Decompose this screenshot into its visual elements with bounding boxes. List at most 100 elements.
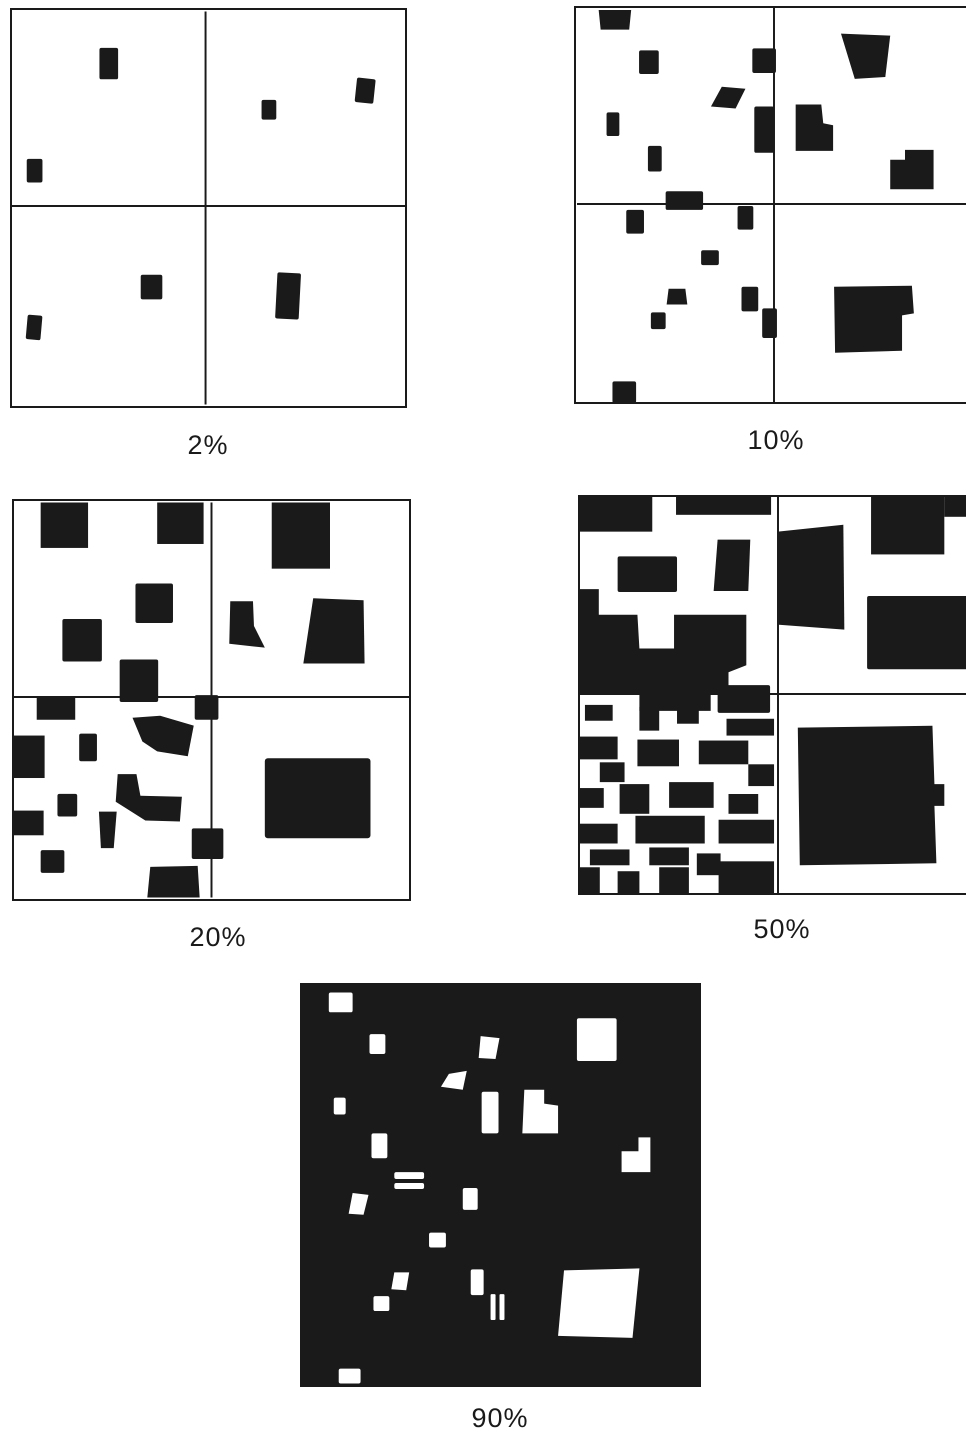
patch <box>669 782 714 808</box>
patch <box>795 104 834 151</box>
patch <box>698 740 749 765</box>
gap <box>558 1268 640 1338</box>
patch <box>649 847 689 866</box>
patch <box>580 788 604 808</box>
patch <box>701 250 719 266</box>
patch <box>584 704 613 721</box>
patch <box>710 86 746 109</box>
panel-label: 20% <box>189 922 247 952</box>
patch <box>194 695 219 720</box>
patch <box>612 381 637 402</box>
patch <box>140 274 163 300</box>
patch <box>135 583 173 623</box>
pattern-square <box>12 499 411 901</box>
patch <box>748 764 775 787</box>
patch <box>157 502 204 544</box>
patch <box>115 774 182 822</box>
patch <box>754 106 774 153</box>
panel-label: 10% <box>747 425 805 455</box>
patch <box>696 853 721 876</box>
gap <box>481 1091 499 1134</box>
patch <box>726 718 775 736</box>
patch <box>303 598 365 664</box>
patch <box>599 762 625 783</box>
patch <box>834 285 914 353</box>
patch <box>229 601 265 648</box>
patch <box>728 794 759 814</box>
patch <box>57 793 78 817</box>
pattern-square <box>578 495 966 895</box>
patch <box>717 685 771 713</box>
patch <box>354 77 376 104</box>
patch <box>589 849 630 866</box>
gap <box>429 1232 446 1248</box>
patch <box>617 556 678 593</box>
gap <box>462 1187 478 1210</box>
gap <box>576 1018 617 1061</box>
patch <box>98 811 117 849</box>
patch <box>606 112 620 137</box>
patch <box>867 596 966 670</box>
patch <box>580 823 618 844</box>
patch <box>665 191 704 210</box>
panel-label: 2% <box>187 430 229 460</box>
gap <box>470 1269 484 1296</box>
patch <box>79 733 97 762</box>
patch <box>119 659 159 702</box>
patch <box>647 145 662 172</box>
pattern-50-percent-svg <box>580 497 966 893</box>
patch <box>752 48 776 74</box>
patch <box>677 699 699 724</box>
patch <box>25 314 43 341</box>
gap <box>391 1272 410 1291</box>
patch <box>635 815 705 844</box>
pattern-square <box>574 6 966 404</box>
patch <box>650 312 666 330</box>
gap <box>394 1172 425 1180</box>
patch <box>676 497 772 515</box>
gap <box>621 1137 651 1173</box>
patch <box>617 871 640 893</box>
patch <box>191 828 224 859</box>
gap <box>478 1036 500 1059</box>
patch <box>36 697 76 720</box>
patch <box>718 819 775 844</box>
patch <box>619 784 650 814</box>
pattern-10-percent-svg <box>577 8 966 402</box>
patch <box>762 308 777 338</box>
patch <box>580 589 747 711</box>
pattern-2-percent-svg <box>12 11 405 405</box>
pattern-square-inverted <box>300 983 701 1387</box>
patch <box>626 209 644 234</box>
patch <box>944 497 966 517</box>
patch <box>639 50 659 74</box>
patch <box>840 33 891 79</box>
gap <box>369 1034 386 1054</box>
pattern-20-percent-svg <box>14 502 409 898</box>
patch <box>99 47 119 80</box>
patch <box>580 497 653 532</box>
patch <box>741 286 759 312</box>
gap <box>440 1070 467 1090</box>
patch <box>637 739 679 767</box>
patch <box>659 867 689 893</box>
patch <box>132 715 194 757</box>
patch <box>580 867 600 893</box>
gap <box>371 1133 388 1159</box>
gap <box>522 1089 559 1134</box>
patch <box>737 205 754 230</box>
gap <box>333 1097 346 1115</box>
panel-label: 50% <box>753 914 811 944</box>
patch <box>14 735 45 779</box>
gap <box>328 992 353 1013</box>
patch <box>666 288 688 305</box>
patch <box>264 758 371 839</box>
patch <box>580 736 618 760</box>
gap <box>373 1296 390 1312</box>
patch <box>271 502 330 569</box>
patch <box>62 619 102 662</box>
gap <box>348 1192 369 1215</box>
pattern-90-percent-svg <box>328 992 651 1384</box>
patch <box>890 149 934 190</box>
patch <box>14 810 44 836</box>
